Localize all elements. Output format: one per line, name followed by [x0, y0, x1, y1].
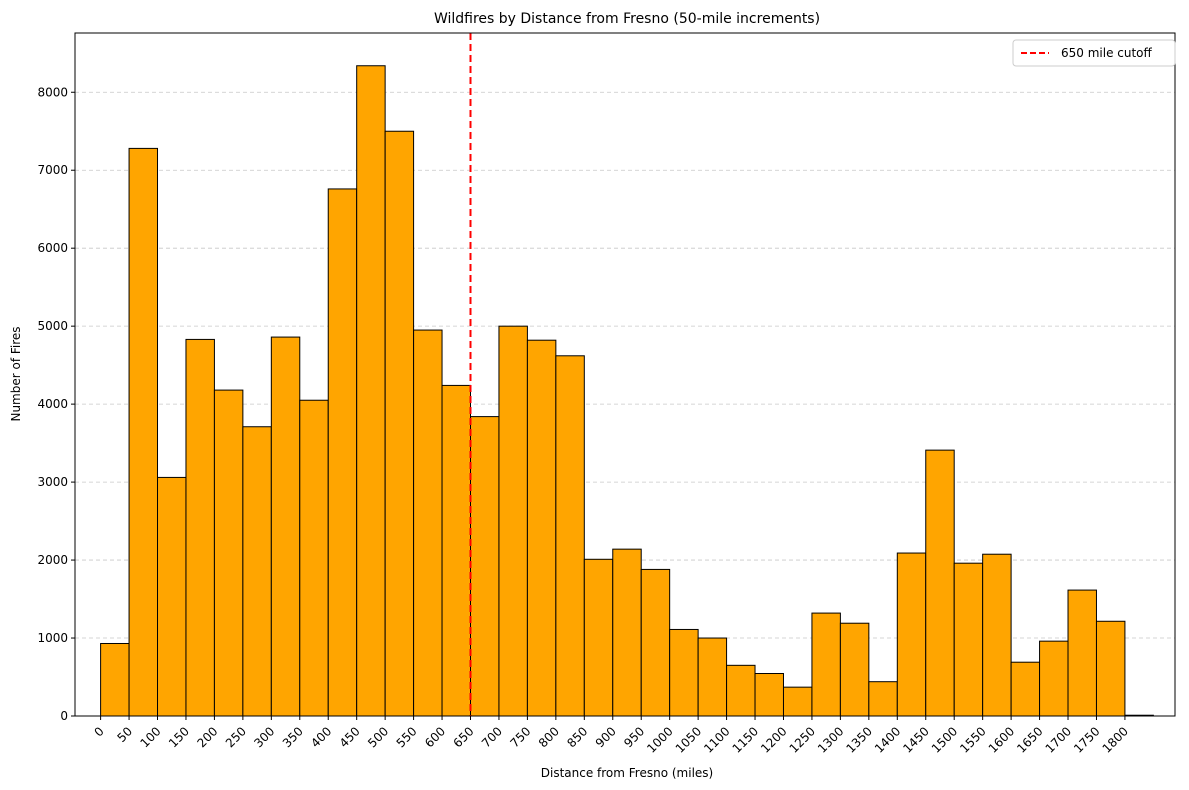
- y-axis-label: Number of Fires: [9, 326, 23, 421]
- bar: [242, 426, 272, 717]
- y-tick-label: 6000: [37, 241, 68, 255]
- bar: [982, 553, 1012, 717]
- y-tick-label: 4000: [37, 397, 68, 411]
- bar: [726, 664, 756, 717]
- bar: [327, 188, 358, 717]
- bar: [1039, 640, 1069, 717]
- bar: [896, 552, 927, 717]
- bar: [100, 642, 130, 717]
- chart-title: Wildfires by Distance from Fresno (50-mi…: [434, 11, 820, 27]
- y-tick-label: 7000: [37, 163, 68, 177]
- bar: [555, 355, 585, 717]
- bar: [868, 681, 898, 717]
- y-tick-label: 0: [60, 709, 68, 723]
- legend-label: 650 mile cutoff: [1061, 46, 1153, 60]
- legend: 650 mile cutoff: [1012, 39, 1176, 67]
- bar: [526, 339, 557, 717]
- plot-frame: [74, 32, 1176, 717]
- bar: [128, 147, 159, 717]
- bar: [299, 399, 329, 717]
- bar: [413, 329, 443, 717]
- y-tick-label: 1000: [37, 631, 68, 645]
- y-tick-label: 2000: [37, 553, 68, 567]
- bar: [1095, 620, 1126, 717]
- y-tick-label: 5000: [37, 319, 68, 333]
- bar: [1067, 589, 1097, 717]
- bar: [839, 622, 870, 717]
- bar: [612, 548, 642, 717]
- y-axis-ticks: 0 1000 2000 3000 4000 5000 6000 7000 8000: [37, 85, 75, 723]
- bar: [583, 558, 614, 717]
- legend-box: [1012, 39, 1176, 67]
- y-tick-label: 8000: [37, 85, 68, 99]
- bar: [782, 686, 813, 717]
- bar: [270, 336, 301, 717]
- bar: [498, 325, 528, 717]
- bar: [669, 628, 699, 717]
- bar: [213, 389, 244, 717]
- bar: [469, 416, 500, 717]
- bar: [1010, 661, 1041, 717]
- y-tick-label: 3000: [37, 475, 68, 489]
- bar: [640, 568, 671, 717]
- bar: [384, 130, 415, 717]
- x-axis-label: Distance from Fresno (miles): [541, 766, 713, 780]
- bar: [754, 673, 784, 717]
- bar: [953, 562, 984, 717]
- bar: [441, 384, 471, 717]
- bar: [925, 449, 955, 717]
- bar: [811, 612, 841, 717]
- bars: [100, 65, 1154, 717]
- bar: [157, 476, 187, 717]
- bar: [697, 637, 728, 717]
- bar: [356, 65, 386, 717]
- bar: [185, 338, 215, 717]
